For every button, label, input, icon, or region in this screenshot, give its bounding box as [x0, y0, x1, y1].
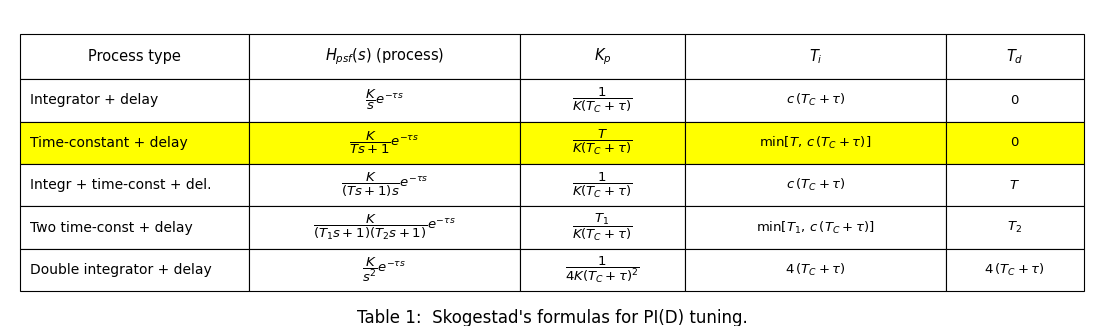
Bar	[520, 122, 684, 164]
Text: $\dfrac{K}{s^2}e^{-\tau s}$: $\dfrac{K}{s^2}e^{-\tau s}$	[362, 256, 406, 284]
Bar	[684, 206, 946, 249]
Bar	[946, 34, 1084, 79]
Bar	[20, 34, 248, 79]
Text: $\dfrac{K}{(Ts+1)s}e^{-\tau s}$: $\dfrac{K}{(Ts+1)s}e^{-\tau s}$	[341, 171, 428, 199]
Text: $\dfrac{1}{K(T_C+\tau)}$: $\dfrac{1}{K(T_C+\tau)}$	[573, 86, 633, 115]
Text: $0$: $0$	[1010, 136, 1020, 149]
Text: $c\,(T_C+\tau)$: $c\,(T_C+\tau)$	[786, 177, 846, 193]
Bar	[520, 164, 684, 206]
Text: Two time-const + delay: Two time-const + delay	[30, 221, 192, 234]
Text: $\dfrac{K}{s}e^{-\tau s}$: $\dfrac{K}{s}e^{-\tau s}$	[364, 88, 404, 112]
Text: $4\,(T_C+\tau)$: $4\,(T_C+\tau)$	[985, 262, 1045, 278]
Bar	[20, 206, 248, 249]
Text: $\dfrac{K}{(T_1s+1)(T_2s+1)}e^{-\tau s}$: $\dfrac{K}{(T_1s+1)(T_2s+1)}e^{-\tau s}$	[312, 213, 456, 242]
Bar	[20, 79, 248, 122]
Text: Integr + time-const + del.: Integr + time-const + del.	[30, 178, 211, 192]
Text: $\min\left[T,\,c\,(T_C+\tau)\right]$: $\min\left[T,\,c\,(T_C+\tau)\right]$	[760, 135, 871, 151]
Text: $T_i$: $T_i$	[808, 47, 822, 66]
Bar	[946, 79, 1084, 122]
Text: Table 1:  Skogestad's formulas for PI(D) tuning.: Table 1: Skogestad's formulas for PI(D) …	[357, 309, 747, 326]
Bar	[248, 206, 520, 249]
Bar	[248, 34, 520, 79]
Bar	[684, 249, 946, 291]
Text: $\dfrac{1}{K(T_C+\tau)}$: $\dfrac{1}{K(T_C+\tau)}$	[573, 170, 633, 200]
Bar	[520, 34, 684, 79]
Text: $\dfrac{T_1}{K(T_C+\tau)}$: $\dfrac{T_1}{K(T_C+\tau)}$	[573, 212, 633, 243]
Text: $K_p$: $K_p$	[594, 46, 612, 67]
Text: $0$: $0$	[1010, 94, 1020, 107]
Bar	[946, 164, 1084, 206]
Bar	[20, 164, 248, 206]
Text: $T_2$: $T_2$	[1008, 220, 1022, 235]
Text: Process type: Process type	[88, 49, 181, 64]
Bar	[684, 164, 946, 206]
Bar	[520, 206, 684, 249]
Bar	[20, 249, 248, 291]
Bar	[684, 79, 946, 122]
Text: $T_d$: $T_d$	[1006, 47, 1023, 66]
Text: Double integrator + delay: Double integrator + delay	[30, 263, 212, 277]
Text: $\dfrac{T}{K(T_C+\tau)}$: $\dfrac{T}{K(T_C+\tau)}$	[573, 128, 633, 157]
Bar	[248, 122, 520, 164]
Text: $\dfrac{1}{4K(T_C+\tau)^2}$: $\dfrac{1}{4K(T_C+\tau)^2}$	[565, 255, 640, 285]
Bar	[946, 249, 1084, 291]
Bar	[520, 79, 684, 122]
Text: $H_{psf}(s)$ (process): $H_{psf}(s)$ (process)	[325, 46, 444, 67]
Bar	[946, 122, 1084, 164]
Text: $\min\left[T_1,\,c\,(T_C+\tau)\right]$: $\min\left[T_1,\,c\,(T_C+\tau)\right]$	[756, 219, 874, 236]
Text: $4\,(T_C+\tau)$: $4\,(T_C+\tau)$	[785, 262, 846, 278]
Text: Time-constant + delay: Time-constant + delay	[30, 136, 188, 150]
Bar	[20, 122, 248, 164]
Text: Integrator + delay: Integrator + delay	[30, 94, 158, 107]
Bar	[248, 164, 520, 206]
Bar	[248, 249, 520, 291]
Bar	[946, 206, 1084, 249]
Bar	[684, 122, 946, 164]
Text: $\dfrac{K}{Ts+1}e^{-\tau s}$: $\dfrac{K}{Ts+1}e^{-\tau s}$	[349, 130, 420, 156]
Bar	[520, 249, 684, 291]
Bar	[684, 34, 946, 79]
Text: $T$: $T$	[1009, 179, 1020, 192]
Bar	[248, 79, 520, 122]
Text: $c\,(T_C+\tau)$: $c\,(T_C+\tau)$	[786, 92, 846, 109]
